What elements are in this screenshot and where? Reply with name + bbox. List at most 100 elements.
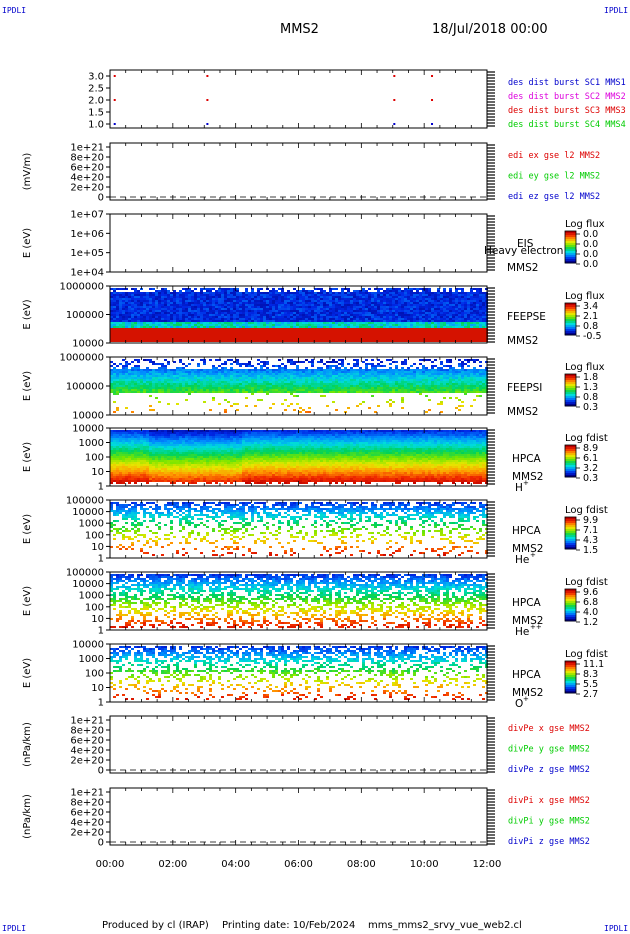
y-tick-label: 8e+20 (70, 726, 104, 737)
burst-point (113, 123, 116, 125)
y-tick-label: 10 (91, 542, 104, 553)
colorbar-tick-label: 0.3 (583, 473, 598, 484)
legend-entry: divPe y gse MMS2 (508, 745, 590, 755)
colorbar-frame (564, 516, 577, 550)
panel-frame-divpe (109, 715, 488, 774)
colorbar-frame (564, 588, 577, 622)
spectrogram-hpca-he (110, 502, 488, 556)
colorbar-hpca-he (565, 517, 576, 550)
y-tick-label: 10000 (72, 411, 104, 422)
colorbar-title: Log fdist (565, 505, 608, 516)
colorbar-feepse (565, 303, 576, 336)
colorbar-title: Log fdist (565, 433, 608, 444)
legend-entry: des dist burst SC2 MMS2 (508, 92, 626, 102)
y-axis-label: E (eV) (22, 442, 33, 472)
y-tick-label: 4e+20 (70, 173, 104, 184)
y-tick-label: 100 (85, 602, 104, 613)
spacecraft-label: MMS2 (507, 406, 538, 418)
colorbar-tick-label: 0.3 (583, 402, 598, 413)
y-tick-label: 1e+04 (70, 268, 104, 279)
instrument-label: HPCA (512, 453, 542, 465)
colorbar-tick-label: 2.1 (583, 311, 598, 322)
burst-point (113, 99, 116, 101)
y-tick-label: 6e+20 (70, 736, 104, 747)
y-tick-label: 1000 (79, 438, 104, 449)
species-label: He (515, 554, 529, 566)
burst-point (206, 75, 209, 77)
y-tick-label: 2e+20 (70, 183, 104, 194)
overlay-text: Heavy electron to (484, 245, 577, 257)
colorbar-title: Log flux (565, 291, 605, 302)
spectrogram-feepse (110, 288, 488, 342)
colorbar-tick-label: 0.8 (583, 392, 598, 403)
y-axis-label: E (eV) (22, 299, 33, 329)
legend-entry: divPe x gse MMS2 (508, 724, 590, 734)
burst-point (206, 99, 209, 101)
y-tick-label: 1 (98, 698, 104, 709)
y-tick-label: 10000 (72, 424, 104, 435)
y-tick-label: 100 (85, 530, 104, 541)
colorbar-tick-label: 0.0 (583, 249, 598, 260)
x-tick-label: 06:00 (284, 859, 313, 870)
y-tick-label: 100 (85, 453, 104, 464)
y-tick-label: 100000 (66, 568, 104, 579)
species-label: O (515, 698, 523, 710)
colorbar-tick-label: 9.9 (583, 515, 598, 526)
colorbar-tick-label: 4.0 (583, 607, 598, 618)
species-label: He (515, 626, 529, 638)
y-axis-label: E (eV) (22, 228, 33, 258)
colorbar-tick-label: 7.1 (583, 525, 598, 536)
spectrogram-hpca-o (110, 646, 488, 700)
colorbar-frame (564, 444, 577, 478)
colorbar-tick-label: 1.3 (583, 382, 598, 393)
y-tick-label: 1.0 (88, 120, 104, 131)
spectrogram-hpca-hepp (110, 574, 488, 628)
colorbar-frame (564, 660, 577, 694)
legend-entry: des dist burst SC4 MMS4 (508, 120, 626, 130)
y-tick-label: 6e+20 (70, 808, 104, 819)
y-tick-label: 1 (98, 626, 104, 637)
colorbar-tick-label: 1.5 (583, 545, 598, 556)
colorbar-tick-label: 6.8 (583, 597, 598, 608)
y-tick-label: 2.0 (88, 96, 104, 107)
y-tick-label: 1000000 (59, 282, 104, 293)
spacecraft-label: MMS2 (512, 615, 543, 627)
y-tick-label: 1 (98, 554, 104, 565)
species-charge: + (523, 479, 529, 487)
colorbar-tick-label: 3.2 (583, 463, 598, 474)
y-tick-label: 100000 (66, 382, 104, 393)
colorbar-tick-label: 1.8 (583, 372, 598, 383)
colorbar-tick-label: 5.5 (583, 679, 598, 690)
burst-point (431, 123, 434, 125)
y-tick-label: 10000 (72, 507, 104, 518)
x-tick-label: 08:00 (347, 859, 376, 870)
colorbar-tick-label: 0.0 (583, 229, 598, 240)
colorbar-hpca-o (565, 661, 576, 694)
printing-date: Printing date: 10/Feb/2024 (222, 920, 356, 931)
colorbar-hpca-h (565, 445, 576, 478)
y-axis-label: (nPa/km) (22, 794, 33, 839)
spacecraft-label: MMS2 (512, 543, 543, 555)
instrument-label: FEEPSE (507, 311, 546, 323)
produced-by: Produced by cl (IRAP) (102, 920, 209, 931)
y-tick-label: 2.5 (88, 84, 104, 95)
spectrogram-feepsi (110, 359, 488, 413)
colorbar-tick-label: 6.1 (583, 453, 598, 464)
y-tick-label: 1 (98, 482, 104, 493)
corner-tag-bottom-left: IPDLI (2, 924, 27, 933)
y-tick-label: 1e+21 (70, 716, 104, 727)
x-tick-label: 10:00 (410, 859, 439, 870)
y-tick-label: 0 (98, 193, 104, 204)
y-tick-label: 100000 (66, 310, 104, 321)
legend-entry: divPi x gse MMS2 (508, 796, 590, 806)
y-tick-label: 1000000 (59, 353, 104, 364)
y-tick-label: 2e+20 (70, 756, 104, 767)
colorbar-frame (564, 302, 577, 336)
y-axis-label: E (eV) (22, 658, 33, 688)
instrument-label: EIS (517, 238, 534, 250)
y-tick-label: 1000 (79, 519, 104, 530)
y-axis-label: (nPa/km) (22, 722, 33, 767)
y-tick-label: 4e+20 (70, 746, 104, 757)
panel-frame-edi (109, 142, 488, 201)
colorbar-tick-label: 8.3 (583, 669, 598, 680)
